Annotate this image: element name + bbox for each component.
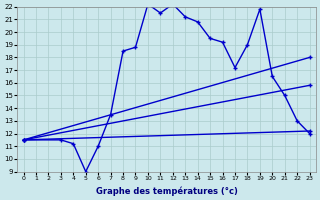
X-axis label: Graphe des températures (°c): Graphe des températures (°c) (96, 186, 237, 196)
